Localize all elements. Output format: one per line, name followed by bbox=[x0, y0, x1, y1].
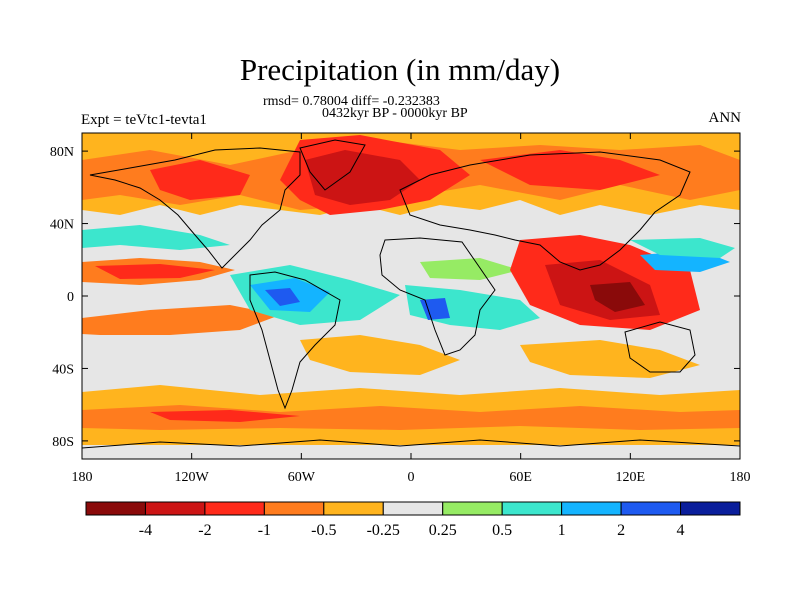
siberia-dry bbox=[480, 150, 660, 190]
y-tick-label: 80N bbox=[50, 145, 74, 160]
colorbar: -4 -2 -1 -0.5 -0.25 0.25 0.5 1 2 4 bbox=[85, 501, 741, 539]
period-subtitle: 0432kyr BP - 0000kyr BP bbox=[322, 106, 468, 121]
maritime-continent-core bbox=[590, 282, 645, 312]
colorbar-swatch bbox=[442, 501, 503, 516]
colorbar-swatch bbox=[561, 501, 622, 516]
x-tick-label: 120E bbox=[616, 470, 646, 485]
y-tick-label: 0 bbox=[67, 290, 74, 305]
colorbar-swatch bbox=[204, 501, 265, 516]
colorbar-swatch bbox=[382, 501, 444, 516]
experiment-label: Expt = teVtc1-tevta1 bbox=[81, 112, 207, 128]
antarctic-neutral bbox=[82, 445, 740, 459]
colorbar-label: 0.5 bbox=[492, 522, 512, 539]
colorbar-label: -0.5 bbox=[311, 522, 336, 539]
colorbar-label: 2 bbox=[617, 522, 625, 539]
colorbar-swatch bbox=[263, 501, 325, 516]
southern-ocean-core bbox=[150, 410, 300, 422]
coastlines bbox=[82, 139, 740, 449]
africa-outline bbox=[379, 237, 496, 356]
map-field bbox=[82, 133, 740, 459]
african-wet-core bbox=[420, 298, 450, 320]
colorbar-label: -0.25 bbox=[367, 522, 400, 539]
x-tick-label: 120W bbox=[175, 470, 210, 485]
colorbar-swatch bbox=[144, 501, 206, 516]
north-america-outline bbox=[89, 147, 301, 269]
eurasia-outline bbox=[399, 151, 691, 271]
amazon-core bbox=[265, 288, 300, 306]
antarctica-outline bbox=[82, 439, 740, 449]
x-tick-label: 180 bbox=[72, 470, 93, 485]
south-america-outline bbox=[249, 271, 341, 410]
x-tick-label: 60E bbox=[509, 470, 532, 485]
australia-outline bbox=[624, 321, 696, 373]
southern-ocean-band bbox=[82, 405, 740, 430]
stats-subtitle: rmsd= 0.78004 diff= -0.232383 bbox=[263, 94, 440, 109]
colorbar-label: -1 bbox=[258, 522, 271, 539]
colorbar-swatch bbox=[323, 501, 384, 516]
colorbar-swatch bbox=[501, 501, 563, 516]
season-label: ANN bbox=[708, 110, 742, 126]
south-pacific-dry-band bbox=[82, 305, 280, 335]
colorbar-swatch bbox=[85, 501, 146, 516]
y-tick-label: 80S bbox=[52, 435, 74, 450]
y-tick-label: 40N bbox=[50, 218, 74, 233]
x-tick-label: 180 bbox=[730, 470, 751, 485]
south-atlantic-dry bbox=[300, 335, 460, 375]
axis-ticks: 180 120W 60W 0 60E 120E 180 80N 40N 0 40S 80S bbox=[50, 133, 751, 485]
colorbar-label: -2 bbox=[198, 522, 211, 539]
x-tick-label: 0 bbox=[408, 470, 415, 485]
east-pacific-dry-core bbox=[95, 264, 215, 279]
greenland-outline bbox=[299, 139, 366, 191]
x-tick-label: 60W bbox=[288, 470, 316, 485]
sahel-wet bbox=[420, 258, 520, 280]
south-indian-dry bbox=[520, 340, 700, 378]
colorbar-swatch bbox=[680, 501, 741, 516]
colorbar-swatch bbox=[620, 501, 682, 516]
north-atlantic-core bbox=[305, 150, 420, 205]
plot-title: Precipitation (in mm/day) bbox=[239, 52, 561, 87]
north-pacific-core bbox=[150, 160, 250, 200]
west-pacific-wet-edge bbox=[630, 238, 735, 258]
north-pacific-wet-band bbox=[82, 225, 230, 250]
colorbar-label: 4 bbox=[677, 522, 685, 539]
colorbar-label: -4 bbox=[139, 522, 152, 539]
colorbar-label: 1 bbox=[558, 522, 566, 539]
colorbar-label: 0.25 bbox=[429, 522, 457, 539]
y-tick-label: 40S bbox=[52, 362, 74, 377]
